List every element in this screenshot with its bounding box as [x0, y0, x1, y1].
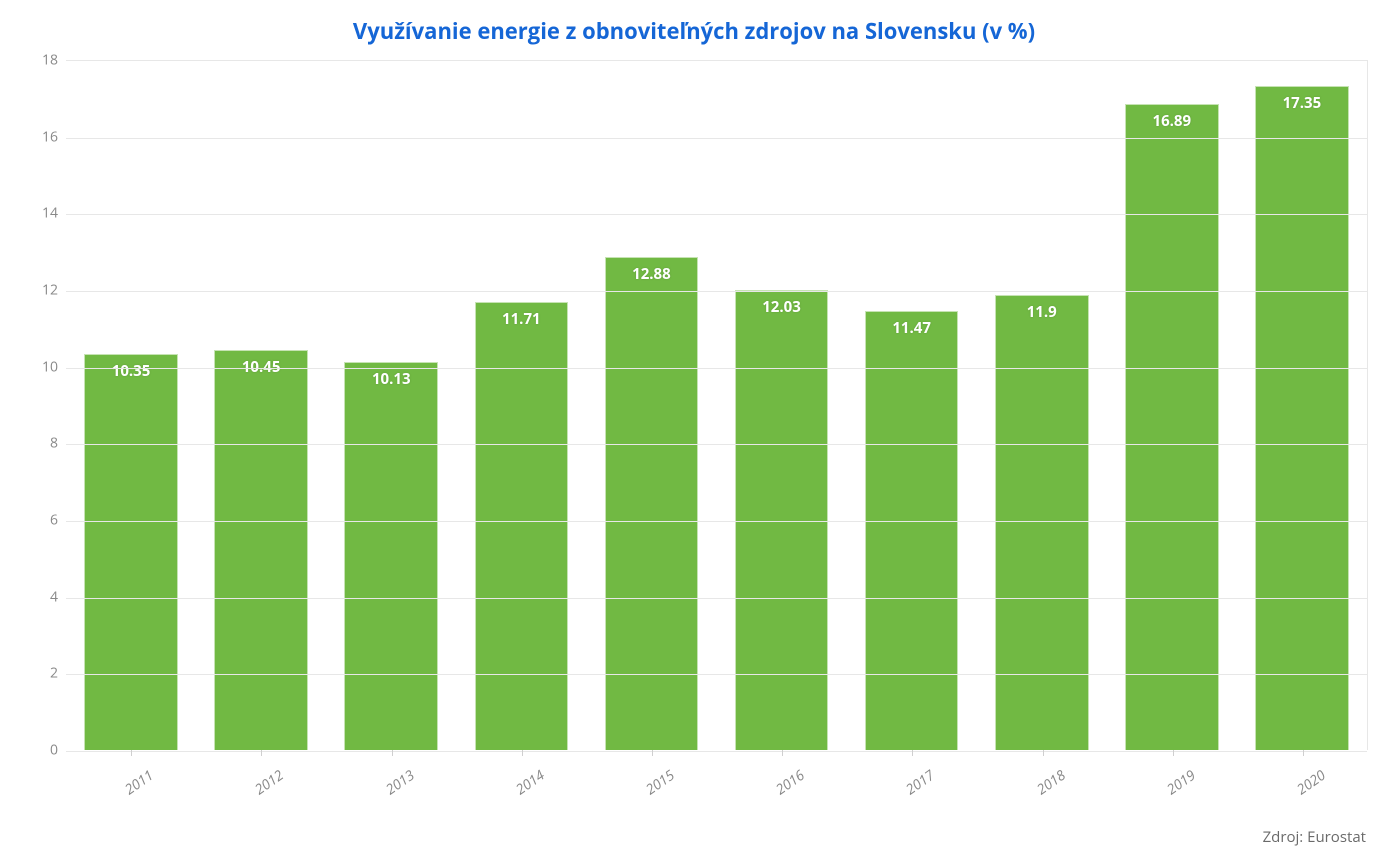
- bar: 10.45: [214, 350, 308, 750]
- bar: 16.89: [1125, 104, 1219, 751]
- bar-slot: 17.35: [1237, 61, 1367, 750]
- bar: 12.88: [605, 257, 699, 750]
- x-tick-label: 2020: [1293, 766, 1329, 799]
- source-label: Zdroj: Eurostat: [1263, 827, 1366, 847]
- bar-slot: 11.9: [977, 61, 1107, 750]
- y-tick-label: 16: [42, 127, 58, 146]
- bar: 17.35: [1255, 86, 1349, 750]
- bars-layer: 10.35 10.45 10.13 11.71 12.88 12.03 11.47 11.9 1…: [66, 61, 1367, 750]
- x-tick-label: 2016: [772, 766, 808, 799]
- x-tick-label: 2015: [642, 766, 678, 799]
- gridline: [66, 521, 1367, 522]
- x-tick: 2016: [717, 750, 847, 806]
- bar-slot: 16.89: [1107, 61, 1237, 750]
- bar-value-label: 10.13: [345, 369, 437, 389]
- x-tick: 2012: [196, 750, 326, 806]
- y-tick-label: 8: [50, 434, 58, 453]
- gridline: [66, 598, 1367, 599]
- x-tick: 2013: [326, 750, 456, 806]
- gridline: [66, 444, 1367, 445]
- bar-slot: 12.03: [716, 61, 846, 750]
- bar: 12.03: [735, 290, 829, 750]
- x-tick: 2020: [1238, 750, 1368, 806]
- plot-area: 10.35 10.45 10.13 11.71 12.88 12.03 11.47 11.9 1…: [66, 60, 1368, 750]
- bar-value-label: 10.35: [85, 361, 177, 381]
- bar-value-label: 16.89: [1126, 111, 1218, 131]
- bar-slot: 11.71: [456, 61, 586, 750]
- gridline: [66, 368, 1367, 369]
- gridline: [66, 291, 1367, 292]
- bar-slot: 10.35: [66, 61, 196, 750]
- bar: 11.71: [475, 302, 569, 750]
- x-tick-label: 2018: [1033, 766, 1069, 799]
- y-tick-label: 12: [42, 281, 58, 300]
- x-axis: 2011 2012 2013 2014 2015 2016 2017 2018 2019 2020: [66, 750, 1368, 806]
- x-tick-label: 2019: [1163, 766, 1199, 799]
- y-tick-label: 18: [42, 51, 58, 70]
- chart-title: Využívanie energie z obnoviteľných zdroj…: [20, 16, 1368, 46]
- x-tick-label: 2013: [382, 766, 418, 799]
- bar-value-label: 11.47: [866, 318, 958, 338]
- x-tick-label: 2017: [902, 766, 938, 799]
- gridline: [66, 214, 1367, 215]
- y-tick-label: 2: [50, 664, 58, 683]
- gridline: [66, 138, 1367, 139]
- y-axis: 024681012141618: [20, 60, 66, 750]
- x-tick: 2014: [457, 750, 587, 806]
- bar: 10.35: [84, 354, 178, 750]
- bar-value-label: 17.35: [1256, 93, 1348, 113]
- x-tick: 2015: [587, 750, 717, 806]
- y-tick-label: 14: [42, 204, 58, 223]
- x-tick-label: 2014: [512, 766, 548, 799]
- bar-slot: 11.47: [847, 61, 977, 750]
- bar: 11.9: [995, 295, 1089, 751]
- bar: 11.47: [865, 311, 959, 750]
- bar-slot: 12.88: [586, 61, 716, 750]
- bar-slot: 10.45: [196, 61, 326, 750]
- y-tick-label: 0: [50, 741, 58, 760]
- bar-value-label: 11.71: [476, 309, 568, 329]
- y-tick-label: 4: [50, 587, 58, 606]
- bar-slot: 10.13: [326, 61, 456, 750]
- bar-value-label: 12.88: [606, 264, 698, 284]
- y-tick-label: 6: [50, 511, 58, 530]
- x-tick-label: 2012: [251, 766, 287, 799]
- x-tick: 2017: [847, 750, 977, 806]
- x-tick: 2011: [66, 750, 196, 806]
- bar: 10.13: [344, 362, 438, 750]
- x-tick: 2018: [977, 750, 1107, 806]
- bar-value-label: 11.9: [996, 302, 1088, 322]
- x-tick-label: 2011: [121, 766, 157, 799]
- plot-row: 024681012141618 10.3510.4510.1311.7112.8…: [20, 60, 1368, 750]
- gridline: [66, 674, 1367, 675]
- bar-value-label: 12.03: [736, 297, 828, 317]
- x-tick: 2019: [1108, 750, 1238, 806]
- chart-container: Využívanie energie z obnoviteľných zdroj…: [0, 0, 1388, 853]
- y-tick-label: 10: [42, 357, 58, 376]
